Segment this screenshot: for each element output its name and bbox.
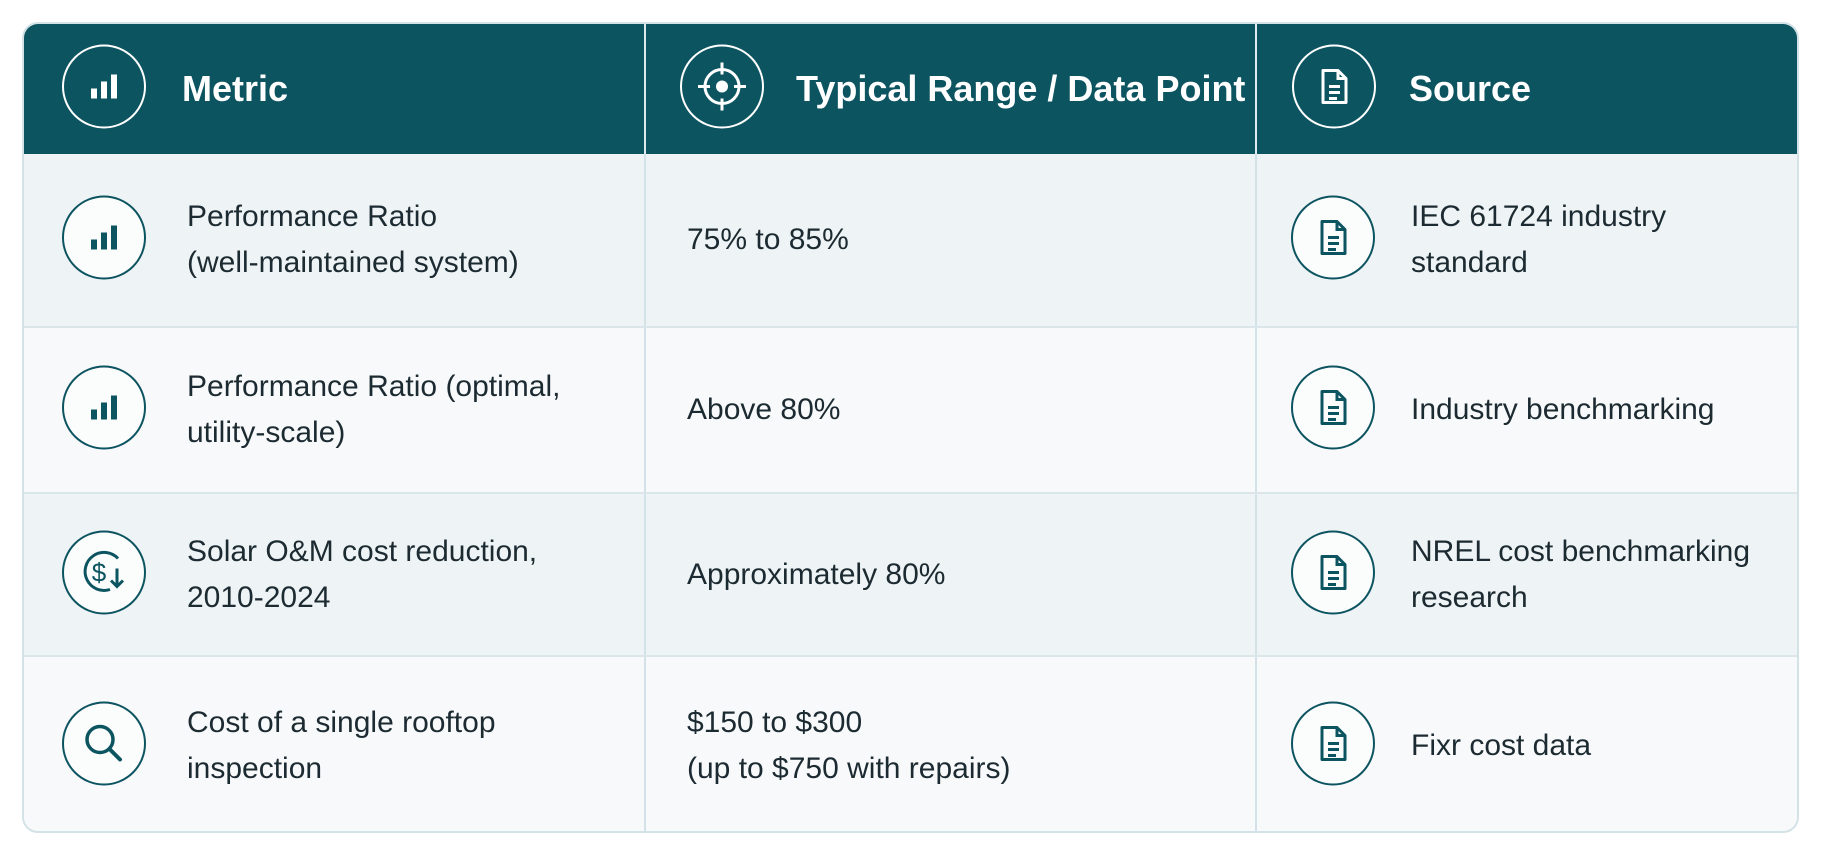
- text-line: (well-maintained system): [187, 246, 519, 279]
- range-text: $150 to $300 (up to $750 with repairs): [687, 700, 1011, 792]
- text-line: IEC 61724 industry: [1411, 200, 1667, 233]
- source-cell: IEC 61724 industry standard: [1411, 154, 1791, 326]
- column-divider: [644, 154, 646, 326]
- source-cell: Industry benchmarking: [1411, 328, 1791, 492]
- source-cell: NREL cost benchmarking research: [1411, 494, 1791, 655]
- data-table: Metric Typical Range / Data Point Source Pe…: [22, 22, 1799, 833]
- range-cell: $150 to $300 (up to $750 with repairs): [687, 657, 1245, 831]
- column-divider: [644, 657, 646, 831]
- column-divider: [1255, 328, 1257, 492]
- source-text: IEC 61724 industry standard: [1411, 194, 1666, 286]
- icon: [60, 364, 148, 457]
- icon: [1289, 528, 1377, 621]
- text-line: Above 80%: [687, 393, 841, 426]
- column-divider: [644, 328, 646, 492]
- header-text: Metric: [182, 68, 289, 109]
- metric-text: Performance Ratio (optimal, utility-scale…: [187, 364, 560, 456]
- text-line: NREL cost benchmarking: [1411, 534, 1751, 568]
- icon: [60, 700, 148, 793]
- metric-cell: Cost of a single rooftop inspection: [187, 657, 634, 831]
- column-divider: [1255, 494, 1257, 655]
- header-text: Source: [1409, 68, 1532, 109]
- text-line: standard: [1411, 246, 1528, 279]
- range-text: Above 80%: [687, 387, 840, 433]
- metric-text: Cost of a single rooftop inspection: [187, 700, 634, 792]
- text-line: utility-scale): [187, 416, 346, 449]
- table-row: $ Solar O&M cost reduction, 2010-2024 Appro…: [24, 494, 1797, 657]
- column-divider: [1255, 154, 1257, 326]
- text-line: Performance Ratio (optimal,: [187, 370, 561, 403]
- text-line: research: [1411, 580, 1528, 614]
- text-line: Industry benchmarking: [1411, 393, 1715, 426]
- column-divider: [644, 24, 646, 154]
- icon: [60, 194, 148, 287]
- header-cell: Metric: [182, 24, 288, 154]
- range-text: Approximately 80%: [687, 552, 945, 598]
- range-cell: Approximately 80%: [687, 494, 1245, 655]
- text-line: Fixr cost data: [1411, 729, 1592, 762]
- range-cell: 75% to 85%: [687, 154, 1245, 326]
- text-line: 75% to 85%: [687, 223, 849, 256]
- column-divider: [644, 494, 646, 655]
- column-divider: [1255, 24, 1257, 154]
- metric-cell: Performance Ratio (well-maintained system…: [187, 154, 634, 326]
- icon: [60, 43, 148, 136]
- header-cell: Typical Range / Data Point: [796, 24, 1245, 154]
- text-line: Approximately 80%: [687, 557, 946, 591]
- range-cell: Above 80%: [687, 328, 1245, 492]
- table-row: Performance Ratio (optimal, utility-scale…: [24, 328, 1797, 494]
- table-row: Cost of a single rooftop inspection $150 …: [24, 657, 1797, 831]
- icon: [1289, 194, 1377, 287]
- range-text: 75% to 85%: [687, 217, 849, 263]
- source-cell: Fixr cost data: [1411, 657, 1791, 831]
- metric-text: Solar O&M cost reduction, 2010-2024: [187, 529, 537, 621]
- header-row: Metric Typical Range / Data Point Source: [24, 24, 1797, 154]
- text-line: Performance Ratio: [187, 200, 438, 233]
- text-line: $150 to $300: [687, 706, 863, 739]
- icon: $: [60, 528, 148, 621]
- metric-text: Performance Ratio (well-maintained system…: [187, 194, 519, 286]
- icon: [1289, 700, 1377, 793]
- source-text: Fixr cost data: [1411, 723, 1591, 769]
- text-line: 2010-2024: [187, 580, 331, 614]
- table-row: Performance Ratio (well-maintained system…: [24, 154, 1797, 328]
- svg-text:$: $: [92, 557, 107, 587]
- metric-cell: Solar O&M cost reduction, 2010-2024: [187, 494, 634, 655]
- icon: [1289, 364, 1377, 457]
- icon: [1290, 43, 1378, 136]
- text-line: Solar O&M cost reduction,: [187, 534, 538, 568]
- metric-cell: Performance Ratio (optimal, utility-scale…: [187, 328, 634, 492]
- source-text: NREL cost benchmarking research: [1411, 529, 1750, 621]
- header-text: Typical Range / Data Point: [796, 68, 1246, 109]
- column-divider: [1255, 657, 1257, 831]
- text-line: Cost of a single rooftop inspection: [187, 706, 496, 785]
- icon: [678, 43, 766, 136]
- text-line: (up to $750 with repairs): [687, 752, 1011, 785]
- header-cell: Source: [1409, 24, 1531, 154]
- source-text: Industry benchmarking: [1411, 387, 1715, 433]
